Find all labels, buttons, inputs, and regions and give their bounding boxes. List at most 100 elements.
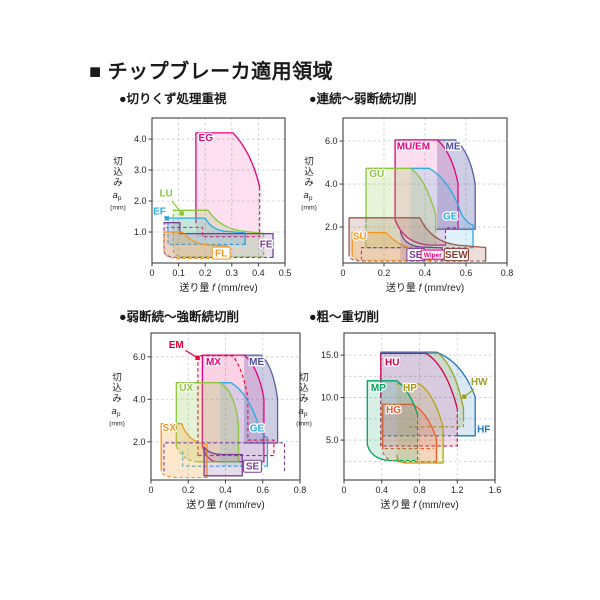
y-axis-title: 切込み ap (mm) — [109, 373, 125, 428]
y-tick-label: 15.0 — [321, 350, 339, 360]
region-label-box-se — [243, 459, 262, 473]
region-label-sew: SEW — [445, 250, 468, 261]
region-label-gu: GU — [369, 169, 384, 180]
region-label-ux: UX — [179, 383, 193, 394]
x-tick-label: 0.6 — [460, 268, 473, 278]
y-tick-label: 2.0 — [325, 222, 338, 232]
region-mu-em-extended-border — [444, 227, 458, 246]
region-eg — [195, 132, 260, 237]
x-axis-title: 送り量 f (mm/rev) — [179, 281, 257, 294]
y-tick-label: 2.0 — [134, 196, 147, 206]
region-mx — [202, 355, 264, 462]
x-tick-label: 0.2 — [199, 268, 212, 278]
region-eg-border — [195, 132, 261, 224]
y-tick-label: 2.0 — [133, 437, 146, 447]
x-tick-label: 1.6 — [489, 485, 502, 495]
x-tick-label: 0.5 — [279, 268, 292, 278]
chart-subtitle-interrupted-cutting: ●弱断続〜強断続切削 — [119, 310, 240, 324]
chart-chip-control: 0 0.1 0.2 0.3 0.4 0.5 1.0 2.0 3.0 4.0 送り量 f (mm/re… — [110, 117, 292, 294]
leader-marker — [164, 216, 170, 221]
region-em — [197, 355, 274, 456]
region-em-extended-border — [197, 355, 275, 457]
region-label-hu: HU — [385, 357, 399, 368]
region-label-hf: HF — [477, 424, 490, 435]
region-label-ge: GE — [250, 424, 265, 435]
x-axis-title: 送り量 f (mm/rev) — [186, 498, 264, 511]
y-tick-label: 4.0 — [325, 179, 338, 189]
plot-frame — [151, 117, 286, 264]
region-mp — [367, 380, 418, 461]
region-hg — [382, 404, 437, 462]
region-label-sx: SX — [163, 423, 177, 434]
region-me-border — [243, 354, 279, 444]
x-tick-label: 0.4 — [252, 268, 265, 278]
region-label-wiper: Wiper — [424, 252, 442, 259]
region-fl-extended-border — [163, 232, 228, 259]
region-me — [437, 139, 476, 230]
y-tick-label: 6.0 — [325, 136, 338, 146]
region-sew-border — [348, 217, 487, 262]
region-gu-extended-border — [365, 220, 437, 249]
region-label-se: SE — [409, 250, 423, 261]
region-hw — [426, 353, 464, 427]
page-title: ■ チップブレーカ適用領域 — [89, 61, 334, 83]
region-fe-border — [163, 222, 274, 259]
region-hg-extended-border — [382, 448, 437, 463]
region-label-box-fl — [211, 246, 231, 260]
y-tick-label: 10.0 — [321, 393, 339, 403]
chart-subtitle-rough-cutting: ●粗〜重切削 — [309, 310, 380, 324]
region-hu — [380, 353, 458, 446]
region-label-box-sew — [443, 248, 469, 262]
chart-rough-heavy: 0 0.4 0.8 1.2 1.6 5.0 10.0 15.0 送り量 f (mm/rev) 切込… — [296, 332, 502, 511]
region-hu-border — [380, 352, 458, 410]
region-label-hg: HG — [386, 405, 401, 416]
region-su-extended-border — [351, 253, 431, 261]
region-label-ge: GE — [443, 211, 458, 222]
region-label-mp: MP — [371, 383, 386, 394]
region-me — [244, 355, 278, 443]
region-hw-extended-border — [405, 418, 465, 428]
region-ge-border — [409, 167, 474, 249]
region-hp-border — [396, 383, 444, 464]
y-tick-label: 3.0 — [134, 165, 147, 175]
region-hg-border — [382, 403, 438, 463]
y-tick-label: 4.0 — [134, 134, 147, 144]
x-tick-label: 0.2 — [378, 268, 391, 278]
x-tick-label: 0.6 — [256, 485, 269, 495]
region-mp-extended-border — [389, 414, 419, 462]
chart-light-heavy-interrupted: 0 0.2 0.4 0.6 0.8 2.0 4.0 6.0 送り量 f (mm/rev) 切込み a… — [109, 332, 306, 511]
region-ef-border — [167, 217, 246, 246]
region-fl-border — [163, 231, 229, 260]
region-eg-extended-border — [166, 187, 261, 238]
x-tick-label: 0.2 — [182, 485, 195, 495]
chart-continuous-light-interrupted: 0 0.2 0.4 0.6 0.8 2.0 4.0 6.0 送り量 f (mm/rev) 切込み a… — [301, 117, 514, 294]
chart-subtitle-continuous-cutting: ●連続〜弱断続切削 — [309, 92, 417, 106]
x-tick-label: 0.8 — [501, 268, 514, 278]
y-axis-title: 切込み ap (mm) — [110, 157, 126, 212]
region-label-me: ME — [249, 357, 264, 368]
x-axis-title: 送り量 f (mm/rev) — [380, 498, 458, 511]
region-gu-border — [365, 167, 437, 230]
region-label-mu-em: MU/EM — [397, 142, 430, 153]
region-ef — [168, 218, 246, 245]
region-label-fe: FE — [260, 240, 273, 251]
region-label-lu: LU — [159, 188, 172, 199]
x-tick-label: 1.2 — [451, 485, 464, 495]
region-mu-em-border — [394, 139, 459, 246]
region-label-hw: HW — [471, 377, 488, 388]
region-hf — [380, 352, 476, 436]
chart-subtitle-chip-control: ●切りくず処理重視 — [119, 92, 227, 106]
region-label-me: ME — [446, 142, 461, 153]
region-ux — [176, 382, 239, 462]
y-tick-label: 5.0 — [326, 435, 339, 445]
region-me-border — [436, 139, 476, 230]
x-tick-label: 0.1 — [172, 268, 185, 278]
x-tick-label: 0.4 — [419, 268, 432, 278]
leader-marker — [462, 394, 467, 399]
region-ge-border — [219, 382, 269, 467]
y-axis-title: 切込み ap (mm) — [296, 373, 312, 428]
region-mu-em — [395, 139, 458, 246]
region-lu-border — [172, 209, 265, 235]
region-ef-extended-border — [167, 218, 246, 245]
region-lu-extended-border — [172, 210, 265, 258]
